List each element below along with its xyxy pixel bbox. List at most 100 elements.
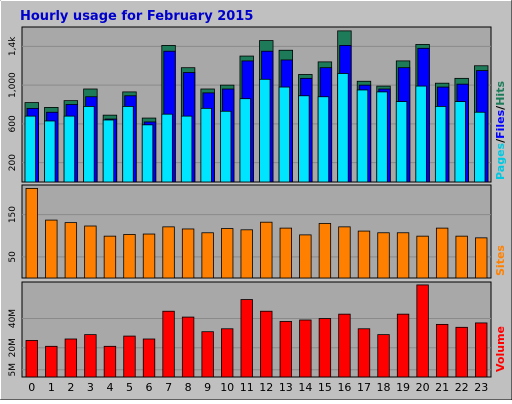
hour-label: 15 <box>318 381 332 394</box>
sites-bar <box>416 235 429 279</box>
sites-bar <box>64 222 78 279</box>
svg-text:Pages/Files/Hits: Pages/Files/Hits <box>494 81 507 180</box>
sites-bar <box>201 232 214 279</box>
volume-bar <box>455 326 468 378</box>
volume-bar <box>45 345 58 378</box>
hour-label: 17 <box>357 381 371 394</box>
hour-label: 9 <box>204 381 211 394</box>
volume-bar <box>260 310 273 378</box>
hits-files-pages-y-tick-label: 1,4k <box>8 36 18 56</box>
chart-title: Hourly usage for February 2015 <box>20 9 253 24</box>
volume-bar <box>416 284 429 378</box>
sites-bar <box>260 221 273 279</box>
volume-bar <box>318 318 332 378</box>
volume-bar <box>123 335 136 378</box>
hits-files-pages-y-tick-label: 600 <box>8 115 18 132</box>
pages-bar <box>317 96 330 183</box>
sites-bar <box>221 228 234 279</box>
hits-files-pages-y-tick-label: 200 <box>8 154 18 171</box>
hour-label: 4 <box>106 381 113 394</box>
sites-bar <box>162 226 175 279</box>
hour-axis: 0 1 2 3 4 5 6 7 8 9 10 11 12 13 14 15 16 17 18 19 20 21 22 23 <box>28 381 488 394</box>
sites-bar <box>357 230 371 279</box>
volume-bar <box>299 319 312 378</box>
sites-bar <box>240 229 253 279</box>
sites-y-tick-label: 50 <box>8 251 18 263</box>
sites-y-tick-label: 150 <box>8 206 18 223</box>
pages-bar <box>415 85 427 183</box>
pages-bar <box>161 113 173 183</box>
hour-label: 11 <box>240 381 254 394</box>
sites-bar <box>45 219 58 279</box>
volume-bar <box>181 316 195 378</box>
sites-plot-area <box>21 184 492 279</box>
volume-bar <box>475 322 488 378</box>
pages-bar <box>298 95 310 183</box>
sites-bar <box>455 235 468 279</box>
sites-bar <box>318 223 332 279</box>
pages-bar <box>141 124 154 183</box>
sites-bar <box>142 233 156 279</box>
legend-sites-group: Sites <box>494 245 507 276</box>
pages-bar <box>102 119 115 183</box>
volume-bar <box>377 334 390 378</box>
pages-bar <box>337 73 349 183</box>
sites-bar <box>338 226 351 279</box>
pages-bar <box>200 107 212 183</box>
sites-bar <box>84 225 97 279</box>
legend-volume-group: Volume <box>494 326 507 372</box>
volume-bar <box>84 334 97 378</box>
hour-label: 6 <box>146 381 153 394</box>
hour-label: 2 <box>67 381 74 394</box>
pages-bar <box>454 101 466 183</box>
volume-bar <box>25 340 38 378</box>
legend-sep-2: / <box>494 105 507 110</box>
volume-y-tick-label: 5M <box>8 363 18 377</box>
legend-pages-files-hits: Pages/Files/Hits <box>494 81 507 180</box>
volume-bar <box>221 328 234 378</box>
volume-y-tick-label: 20M <box>8 338 18 357</box>
volume-bar <box>435 323 449 378</box>
hour-label: 12 <box>259 381 273 394</box>
volume-plot-area <box>21 281 492 378</box>
legend-files: Files <box>494 109 507 139</box>
hour-label: 20 <box>416 381 430 394</box>
sites-bar <box>25 187 38 279</box>
pages-bar <box>24 115 36 183</box>
sites-bar <box>181 228 195 279</box>
volume-bar <box>240 299 253 378</box>
volume-y-tick-label: 40M <box>8 309 18 328</box>
hour-label: 22 <box>455 381 469 394</box>
pages-bar <box>180 115 193 183</box>
hour-label: 14 <box>298 381 312 394</box>
pages-bar <box>395 101 408 183</box>
hour-label: 16 <box>337 381 351 394</box>
pages-bar <box>474 111 486 183</box>
pages-bar <box>434 106 447 183</box>
hour-label: 10 <box>220 381 234 394</box>
volume-bar <box>279 321 292 378</box>
hits-files-pages-panel: 200 600 1,000 1,4k <box>8 26 492 183</box>
volume-bar <box>357 328 371 378</box>
hour-label: 1 <box>48 381 55 394</box>
hour-label: 19 <box>396 381 410 394</box>
legend-volume: Volume <box>494 326 507 372</box>
sites-panel: 50 150 <box>8 184 492 279</box>
hour-label: 5 <box>126 381 133 394</box>
volume-panel: 5M 20M 40M <box>8 281 492 378</box>
sites-bar <box>396 232 410 279</box>
volume-bar <box>396 313 410 378</box>
hits-files-pages-y-tick-label: 1,000 <box>8 72 18 98</box>
hour-label: 8 <box>185 381 192 394</box>
volume-bar <box>338 313 351 378</box>
pages-bar <box>44 120 56 183</box>
volume-bar <box>103 345 117 378</box>
sites-bar <box>299 234 312 279</box>
sites-bar <box>435 227 449 279</box>
pages-bar <box>220 110 232 183</box>
pages-bar <box>63 115 76 183</box>
legend-pages: Pages <box>494 142 507 180</box>
pages-bar <box>356 89 369 183</box>
